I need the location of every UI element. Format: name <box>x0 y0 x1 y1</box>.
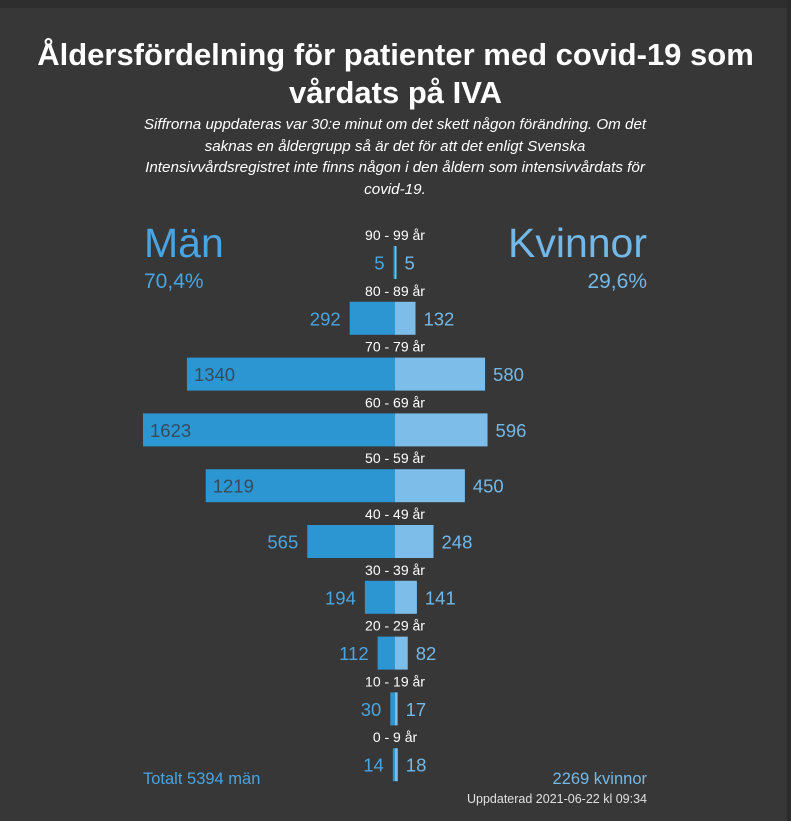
value-label-men: 1623 <box>150 420 191 441</box>
women-total: 2269 kvinnor <box>552 770 647 788</box>
bar-men <box>393 246 395 279</box>
bar-women <box>395 246 397 279</box>
right-border <box>787 0 791 821</box>
bar-men <box>143 413 395 447</box>
value-label-women: 580 <box>493 364 524 385</box>
value-label-women: 450 <box>473 476 504 497</box>
chart-title: Åldersfördelning för patienter med covid… <box>37 37 754 110</box>
age-group-label: 60 - 69 år <box>365 394 425 410</box>
value-label-women: 17 <box>406 699 427 720</box>
chart-subtitle: Siffrorna uppdateras var 30:e minut om d… <box>143 116 647 198</box>
bar-women <box>395 469 465 503</box>
value-label-men: 194 <box>325 587 356 608</box>
age-group-label: 30 - 39 år <box>365 562 425 578</box>
age-group-label: 20 - 29 år <box>365 618 425 634</box>
age-group-label: 50 - 59 år <box>365 450 425 466</box>
bar-women <box>395 413 488 447</box>
age-group-label: 90 - 99 år <box>365 227 425 243</box>
value-label-women: 132 <box>423 308 454 329</box>
age-group-label: 40 - 49 år <box>365 506 425 522</box>
value-label-women: 18 <box>406 755 427 776</box>
value-label-men: 1219 <box>213 476 254 497</box>
top-border <box>0 0 791 8</box>
bar-women <box>395 357 486 391</box>
value-label-women: 82 <box>416 643 437 664</box>
bar-men <box>307 525 395 558</box>
bar-women <box>395 636 408 670</box>
bar-men <box>390 692 395 726</box>
men-label: Män <box>144 220 224 266</box>
value-label-men: 1340 <box>194 364 235 385</box>
age-group-label: 70 - 79 år <box>365 339 425 355</box>
value-label-women: 248 <box>442 532 473 553</box>
value-label-men: 565 <box>267 532 298 553</box>
bar-men <box>377 636 395 670</box>
women-label: Kvinnor <box>507 220 647 266</box>
bar-men <box>186 357 395 391</box>
women-percent: 29,6% <box>587 270 647 293</box>
bar-women <box>395 301 416 335</box>
bar-men <box>364 580 395 614</box>
value-label-women: 141 <box>425 587 456 608</box>
bar-men <box>392 748 395 782</box>
men-total: Totalt 5394 män <box>143 770 261 788</box>
value-label-men: 112 <box>339 643 369 664</box>
value-label-men: 292 <box>310 308 341 329</box>
bar-women <box>395 525 434 558</box>
value-label-men: 5 <box>374 253 384 274</box>
age-group-label: 10 - 19 år <box>365 673 425 689</box>
value-label-women: 5 <box>405 253 415 274</box>
bar-women <box>395 748 398 782</box>
age-group-label: 80 - 89 år <box>365 283 425 299</box>
bar-women <box>395 692 398 726</box>
men-percent: 70,4% <box>144 270 204 293</box>
bar-men <box>205 469 395 503</box>
value-label-men: 14 <box>363 755 384 776</box>
bar-women <box>395 580 417 614</box>
value-label-women: 596 <box>496 420 527 441</box>
updated-timestamp: Uppdaterad 2021-06-22 kl 09:34 <box>467 792 647 806</box>
value-label-men: 30 <box>361 699 382 720</box>
age-group-label: 0 - 9 år <box>373 729 418 745</box>
bar-men <box>349 301 395 335</box>
